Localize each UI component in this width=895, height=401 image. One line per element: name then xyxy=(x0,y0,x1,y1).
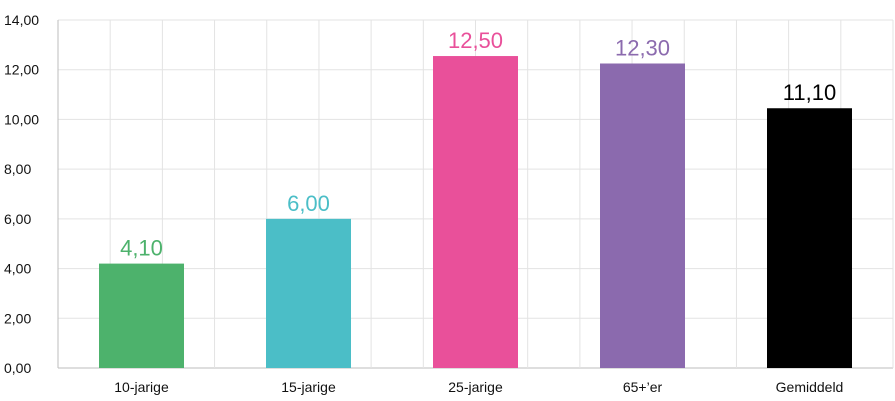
bars xyxy=(99,56,852,369)
bar xyxy=(433,56,518,369)
y-tick-label: 14,00 xyxy=(4,12,39,28)
data-label: 4,10 xyxy=(120,236,163,261)
category-label: 65+’er xyxy=(623,379,663,395)
y-tick-label: 12,00 xyxy=(4,62,39,78)
bar xyxy=(266,218,351,368)
data-label: 12,30 xyxy=(615,36,670,61)
y-tick-label: 2,00 xyxy=(4,310,31,326)
bar xyxy=(600,63,685,368)
data-label: 12,50 xyxy=(448,28,503,53)
category-label: Gemiddeld xyxy=(776,379,844,395)
category-label: 10-jarige xyxy=(114,379,169,395)
y-tick-label: 0,00 xyxy=(4,360,31,376)
y-tick-label: 4,00 xyxy=(4,261,31,277)
y-axis-ticks: 0,00 2,00 4,00 6,00 8,00 10,00 12,00 14,00 xyxy=(4,12,39,376)
bar xyxy=(99,263,184,368)
y-tick-label: 6,00 xyxy=(4,211,31,227)
category-label: 15-jarige xyxy=(281,379,336,395)
data-label: 11,10 xyxy=(783,80,836,105)
data-label: 6,00 xyxy=(287,191,330,216)
y-tick-label: 8,00 xyxy=(4,161,31,177)
bar xyxy=(767,108,852,368)
data-labels: 4,10 6,00 12,50 12,30 11,10 xyxy=(120,28,836,261)
category-label: 25-jarige xyxy=(448,379,503,395)
y-tick-label: 10,00 xyxy=(4,111,39,127)
x-axis-categories: 10-jarige 15-jarige 25-jarige 65+’er Gemidde… xyxy=(114,379,843,395)
